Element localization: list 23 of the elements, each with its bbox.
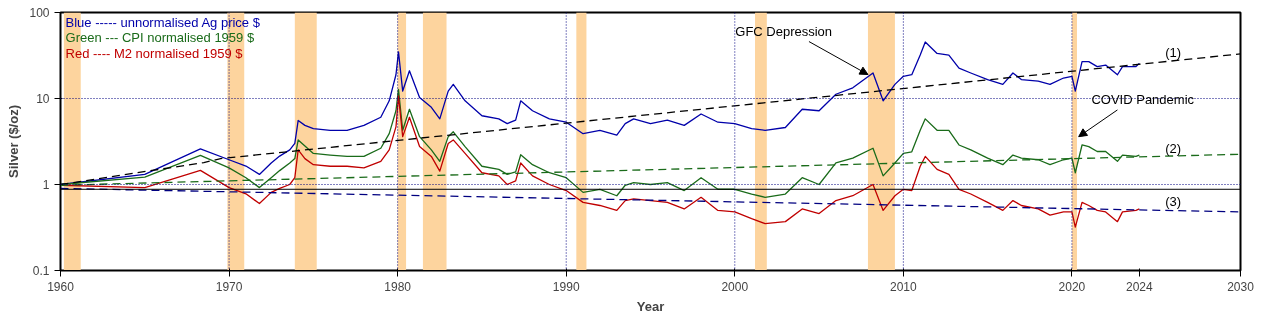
x-tick-label: 2030 (1227, 279, 1255, 294)
y-tick-label: 10 (36, 92, 50, 106)
y-tick-label: 1 (42, 178, 50, 192)
x-tick-label: 1960 (47, 279, 75, 294)
y-tick-label: 100 (29, 6, 50, 20)
x-tick-label: 2024 (1126, 279, 1154, 294)
annotation: COVID Pandemic (1091, 92, 1195, 108)
x-tick-label: 2020 (1058, 279, 1086, 294)
annotation: (2) (1165, 140, 1182, 156)
annotation: (3) (1165, 194, 1182, 210)
x-tick-label: 1990 (552, 279, 580, 294)
x-tick-label: 1980 (384, 279, 412, 294)
annotation: GFC Depression (735, 23, 833, 39)
x-tick-label: 2010 (890, 279, 918, 294)
x-tick-label: 2000 (721, 279, 749, 294)
text: Red ---- M2 normalised 1959 $ (65, 46, 244, 62)
text: Blue ----- unnormalised Ag price $ (65, 14, 261, 30)
x-tick-label: 1970 (215, 279, 243, 294)
y-axis-title: Silver ($/oz) (6, 105, 22, 178)
x-axis-title: Year (636, 298, 665, 314)
text: Green --- CPI normalised 1959 $ (65, 30, 255, 46)
annotation: (1) (1165, 45, 1182, 61)
y-tick-label: 0.1 (32, 264, 50, 278)
